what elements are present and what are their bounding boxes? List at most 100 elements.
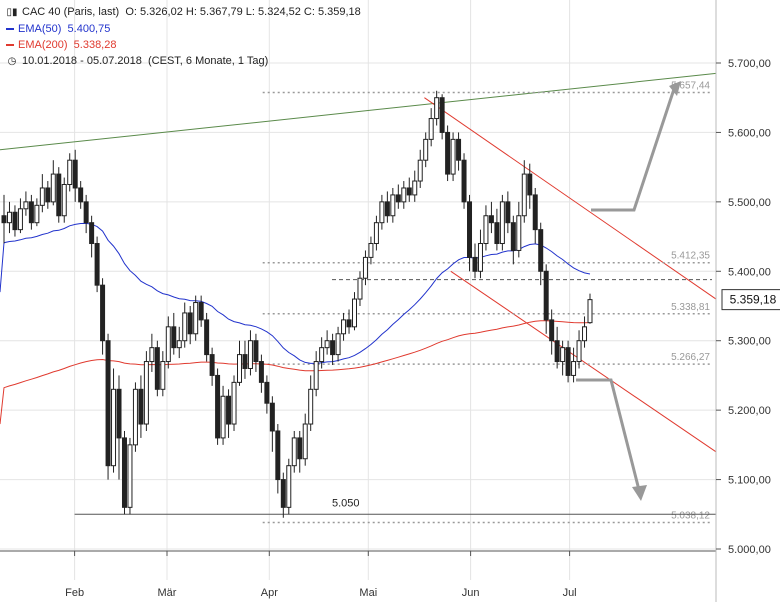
candle-body	[352, 298, 358, 328]
candle-body	[472, 256, 478, 272]
candle-body	[138, 388, 144, 425]
candle-body	[587, 299, 593, 324]
level-label: 5.338,81	[671, 302, 710, 313]
candle-body	[100, 284, 106, 342]
last-price-marker: 5.359,18	[721, 289, 780, 311]
arrow-down-head	[632, 485, 647, 501]
y-tick-label: 5.500,00	[728, 197, 771, 209]
candle-body	[357, 277, 363, 300]
candle-body	[313, 361, 319, 390]
candle-body	[423, 138, 429, 161]
candle-body	[450, 138, 456, 175]
period-range: 10.01.2018 - 05.07.2018	[22, 55, 142, 67]
candle-body	[72, 159, 78, 189]
header-instrument-row: ▯▮ CAC 40 (Paris, last) O: 5.326,02 H: 5.…	[6, 6, 360, 19]
candle-body	[434, 97, 440, 120]
candle-body	[154, 347, 160, 390]
candle-body	[335, 333, 341, 356]
x-tick-label: Mai	[359, 587, 377, 599]
candle-body	[330, 340, 336, 356]
ema-lines	[0, 222, 591, 425]
header-period-row: ◷ 10.01.2018 - 05.07.2018 (CEST, 6 Monate…	[6, 55, 269, 68]
ema50-label: EMA(50)	[18, 23, 62, 35]
x-tick-label: Jul	[563, 587, 577, 599]
candle-body	[204, 319, 210, 356]
candle-body	[56, 173, 62, 217]
candle-body	[571, 361, 577, 376]
candle-body	[132, 388, 138, 446]
candle-body	[121, 437, 127, 508]
y-tick-label: 5.600,00	[728, 127, 771, 139]
candle-body	[247, 340, 253, 369]
y-tick-label: 5.700,00	[728, 58, 771, 70]
candle-body	[499, 201, 505, 245]
y-tick-label: 5.200,00	[728, 405, 771, 417]
candle-body	[12, 211, 18, 231]
candle-body	[226, 395, 232, 425]
candle-body	[521, 173, 527, 217]
candle-body	[461, 159, 467, 203]
x-tick-label: Apr	[261, 587, 278, 599]
candle-body	[319, 347, 325, 363]
candle-body	[532, 194, 538, 231]
candle-body	[280, 479, 286, 508]
candle-body	[368, 243, 374, 258]
ema200-value: 5.338,28	[73, 39, 117, 51]
x-tick-label: Feb	[65, 587, 84, 599]
candle-body	[395, 194, 401, 203]
channel-upper-line	[424, 97, 717, 300]
candle-body	[565, 347, 571, 376]
candle-body	[50, 173, 56, 203]
candle-body	[143, 361, 149, 425]
candle-body	[209, 354, 215, 376]
level-label: 5.412,35	[671, 251, 710, 262]
candle-body	[160, 361, 166, 390]
candle-body	[83, 201, 89, 224]
instrument-name: CAC 40 (Paris, last)	[22, 6, 120, 18]
candle-body	[182, 312, 188, 342]
y-tick-label: 5.400,00	[728, 266, 771, 278]
candle-body	[494, 222, 500, 245]
header-ema200-row: EMA(200) 5.338,28	[6, 39, 116, 52]
upper-trend-line	[0, 72, 717, 151]
candle-body	[275, 430, 281, 481]
level-label: 5.657,44	[671, 81, 710, 92]
candle-body	[242, 354, 248, 369]
candle-body	[560, 347, 566, 363]
candle-body	[390, 194, 396, 217]
candle-body	[417, 159, 423, 182]
candle-body	[538, 229, 544, 272]
candle-body	[264, 381, 270, 404]
ema200-label: EMA(200)	[18, 39, 68, 51]
arrow-up-head	[669, 81, 681, 96]
candle-body	[176, 340, 182, 349]
candle-body	[1, 215, 7, 224]
candle-body	[187, 312, 193, 335]
candlestick-chart-icon: ▯▮	[6, 7, 18, 18]
candle-body	[467, 201, 473, 258]
x-axis: Feb Mär Apr Mai Jun Jul	[65, 551, 577, 599]
candle-body	[308, 388, 314, 425]
candle-body	[193, 302, 199, 335]
ema50-value: 5.400,75	[67, 23, 111, 35]
level-label: 5.038,12	[671, 511, 710, 522]
level-label: 5.266,27	[671, 352, 710, 363]
candle-body	[61, 184, 67, 217]
trend-lines	[0, 72, 717, 453]
candle-body	[78, 187, 84, 203]
candle-body	[483, 215, 489, 245]
candle-body	[269, 402, 275, 432]
candle-body	[39, 187, 45, 206]
clock-icon: ◷	[7, 56, 17, 67]
candle-body	[291, 437, 297, 467]
candle-body	[297, 437, 303, 460]
ema50-swatch	[6, 28, 14, 31]
candle-body	[23, 201, 29, 210]
last-price-box	[721, 289, 780, 311]
candle-body	[111, 388, 117, 467]
candle-body	[127, 444, 133, 508]
y-tick-label: 5.300,00	[728, 336, 771, 348]
candle-body	[67, 159, 73, 185]
candle-body	[582, 326, 588, 342]
